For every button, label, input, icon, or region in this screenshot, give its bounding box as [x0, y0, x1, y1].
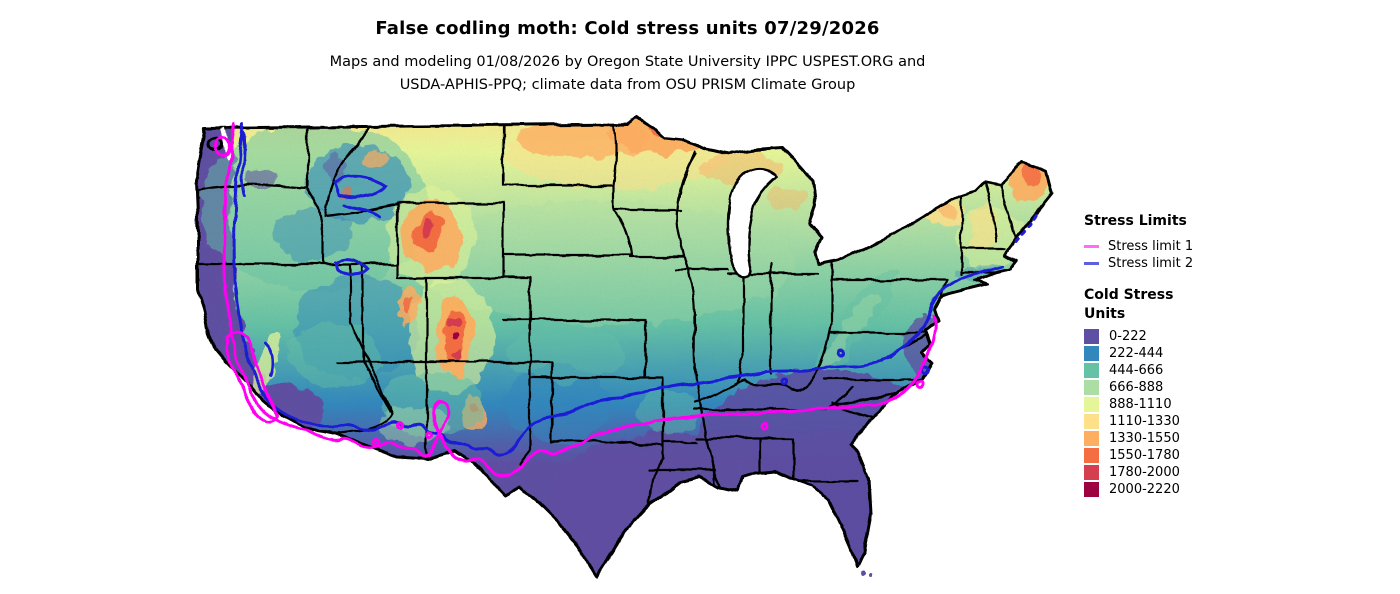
legend-class-row: 1780-2000 [1084, 464, 1384, 481]
class-range-label: 1550-1780 [1109, 448, 1180, 463]
legend-class-row: 888-1110 [1084, 396, 1384, 413]
legend-class-row: 444-666 [1084, 362, 1384, 379]
legend-class-row: 0-222 [1084, 328, 1384, 345]
us-outline [194, 115, 1054, 578]
lake-michigan [726, 168, 779, 279]
florida-keys [869, 573, 873, 577]
color-swatch [1084, 363, 1099, 378]
legend-class-row: 1110-1330 [1084, 413, 1384, 430]
map-svg [194, 115, 1054, 578]
color-swatch [1084, 465, 1099, 480]
color-swatch [1084, 380, 1099, 395]
stress-limits-list: Stress limit 1 Stress limit 2 [1084, 238, 1384, 272]
stress-limit-legend-item: Stress limit 2 [1084, 255, 1384, 272]
stress-limit-1-line [213, 122, 937, 478]
stress-limit-2-line [232, 122, 1039, 457]
class-range-label: 1780-2000 [1109, 465, 1180, 480]
legend-class-row: 666-888 [1084, 379, 1384, 396]
class-range-label: 2000-2220 [1109, 482, 1180, 497]
legend-class-row: 1330-1550 [1084, 430, 1384, 447]
puget-sound [220, 127, 232, 160]
page-title: False codling moth: Cold stress units 07… [375, 18, 880, 39]
us-cold-stress-map [185, 112, 1065, 594]
legend-class-row: 1550-1780 [1084, 447, 1384, 464]
class-range-label: 444-666 [1109, 363, 1164, 378]
color-swatch [1084, 397, 1099, 412]
legend-class-row: 2000-2220 [1084, 481, 1384, 498]
subtitle-line-2: USDA-APHIS-PPQ; climate data from OSU PR… [399, 76, 856, 93]
color-swatch [1084, 346, 1099, 361]
stress-limit-label: Stress limit 2 [1108, 256, 1194, 271]
class-range-label: 888-1110 [1109, 397, 1172, 412]
figure-subtitle: Maps and modeling 01/08/2026 by Oregon S… [0, 51, 1255, 96]
line-swatch [1084, 245, 1099, 248]
cold-stress-units-heading: Cold Stress Units [1084, 287, 1174, 322]
line-swatch [1084, 262, 1099, 265]
cold-stress-classes: 0-222 222-444 444-666 666-888 [1084, 328, 1384, 498]
florida-keys [860, 570, 866, 576]
raster-noise [196, 117, 1052, 576]
color-swatch [1084, 448, 1099, 463]
class-range-label: 666-888 [1109, 380, 1164, 395]
color-swatch [1084, 414, 1099, 429]
title-block: False codling moth: Cold stress units 07… [0, 0, 1255, 96]
map-layers [194, 115, 1054, 578]
class-range-label: 222-444 [1109, 346, 1164, 361]
class-range-label: 0-222 [1109, 329, 1147, 344]
raster-layer [196, 117, 1052, 576]
stress-limit-label: Stress limit 1 [1108, 239, 1194, 254]
legend-class-row: 222-444 [1084, 345, 1384, 362]
class-range-label: 1330-1550 [1109, 431, 1180, 446]
stress-limit-legend-item: Stress limit 1 [1084, 238, 1384, 255]
subtitle-line-1: Maps and modeling 01/08/2026 by Oregon S… [329, 54, 926, 70]
stress-limits-heading: Stress Limits [1084, 213, 1187, 229]
color-swatch [1084, 329, 1099, 344]
class-range-label: 1110-1330 [1109, 414, 1180, 429]
color-swatch [1084, 482, 1099, 497]
legend: Stress Limits Stress limit 1 Stress limi… [1084, 212, 1384, 498]
color-swatch [1084, 431, 1099, 446]
